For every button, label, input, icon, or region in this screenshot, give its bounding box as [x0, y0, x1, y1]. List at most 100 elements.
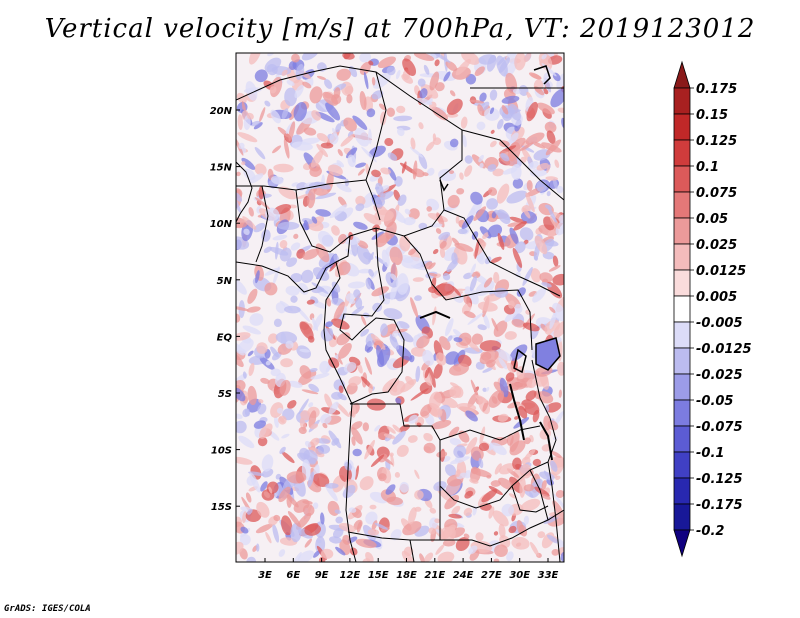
- field-patch: [299, 321, 314, 340]
- field-patch: [372, 72, 391, 89]
- field-patch: [410, 388, 429, 401]
- field-patch: [431, 419, 452, 430]
- field-patch: [486, 198, 499, 210]
- field-patch: [333, 254, 340, 263]
- field-patch: [332, 127, 338, 139]
- field-patch: [419, 88, 428, 99]
- field-patch: [418, 153, 428, 170]
- field-patch: [443, 71, 451, 82]
- field-patch: [460, 116, 468, 129]
- field-patch: [312, 313, 323, 331]
- field-patch: [290, 295, 298, 303]
- field-patch: [457, 228, 468, 235]
- field-patch: [516, 287, 526, 297]
- field-patch: [432, 53, 451, 63]
- field-patch: [541, 53, 547, 60]
- field-patch: [353, 221, 368, 230]
- field-patch: [352, 115, 368, 130]
- field-patch: [525, 132, 545, 145]
- field-patch: [546, 164, 551, 174]
- colorbar-segment: [673, 477, 691, 505]
- field-patch: [545, 402, 562, 413]
- field-patch: [278, 549, 286, 557]
- field-patch: [408, 507, 417, 525]
- lat-tick-label: 10S: [211, 446, 232, 457]
- field-patch: [476, 121, 486, 131]
- field-patch: [390, 453, 395, 467]
- map-panel: [235, 52, 565, 563]
- field-patch: [249, 173, 264, 184]
- field-patch: [552, 178, 558, 189]
- colorbar-segment: [673, 373, 691, 401]
- field-patch: [380, 167, 391, 175]
- field-patch: [335, 123, 342, 133]
- field-patch: [386, 66, 396, 76]
- field-patch: [345, 293, 355, 302]
- field-patch: [449, 382, 460, 388]
- field-patch: [390, 529, 402, 541]
- field-patch: [325, 482, 339, 489]
- field-patch: [518, 405, 528, 419]
- field-patch: [470, 379, 479, 398]
- field-patch: [422, 349, 435, 366]
- field-patch: [461, 302, 472, 315]
- field-patch: [368, 383, 374, 394]
- field-patch: [442, 272, 451, 281]
- field-patch: [555, 218, 564, 236]
- field-patch: [349, 547, 358, 556]
- field-patch: [275, 331, 298, 345]
- field-patch: [366, 346, 374, 353]
- field-patch: [414, 295, 422, 301]
- field-patch: [360, 315, 367, 326]
- grads-credit: GrADS: IGES/COLA: [4, 604, 91, 614]
- field-patch: [311, 216, 318, 224]
- field-patch: [434, 518, 441, 524]
- field-patch: [485, 386, 490, 392]
- field-patch: [242, 216, 257, 230]
- field-patch: [343, 362, 357, 373]
- field-patch: [371, 169, 381, 178]
- field-patch: [329, 204, 348, 219]
- field-patch: [378, 473, 387, 482]
- field-patch: [343, 117, 357, 132]
- field-patch: [508, 300, 515, 309]
- field-patch: [279, 247, 292, 262]
- field-patch: [506, 362, 515, 374]
- field-patch: [509, 132, 519, 144]
- field-patch: [304, 523, 322, 536]
- colorbar-segment: [673, 87, 691, 115]
- field-patch: [482, 232, 490, 240]
- field-patch: [478, 442, 490, 452]
- field-patch: [242, 371, 247, 379]
- field-patch: [265, 207, 280, 221]
- field-patch: [303, 127, 317, 136]
- field-patch: [469, 275, 477, 292]
- field-patch: [329, 536, 342, 544]
- field-patch: [281, 108, 289, 120]
- field-patch: [547, 420, 559, 431]
- field-patch: [561, 117, 564, 129]
- field-patch: [543, 72, 549, 82]
- field-patch: [331, 281, 341, 293]
- field-patch: [532, 409, 540, 423]
- field-patch: [524, 53, 532, 63]
- field-patch: [488, 506, 495, 519]
- field-patch: [463, 310, 476, 319]
- field-patch: [477, 301, 498, 312]
- field-patch: [554, 411, 564, 426]
- field-patch: [516, 519, 524, 536]
- field-patch: [236, 191, 243, 202]
- field-patch: [271, 351, 282, 361]
- field-patch: [529, 541, 540, 557]
- latitude-axis: 20N 15N 10N 5N EQ 5S 10S 15S: [210, 106, 240, 513]
- field-patch: [508, 103, 521, 121]
- field-patch: [435, 352, 447, 366]
- field-patch: [434, 82, 445, 92]
- field-patch: [506, 551, 514, 562]
- field-patch: [523, 488, 534, 498]
- lon-tick-label: 21E: [424, 570, 445, 581]
- field-patch: [446, 98, 463, 115]
- field-patch: [290, 522, 302, 543]
- field-patch: [453, 385, 464, 398]
